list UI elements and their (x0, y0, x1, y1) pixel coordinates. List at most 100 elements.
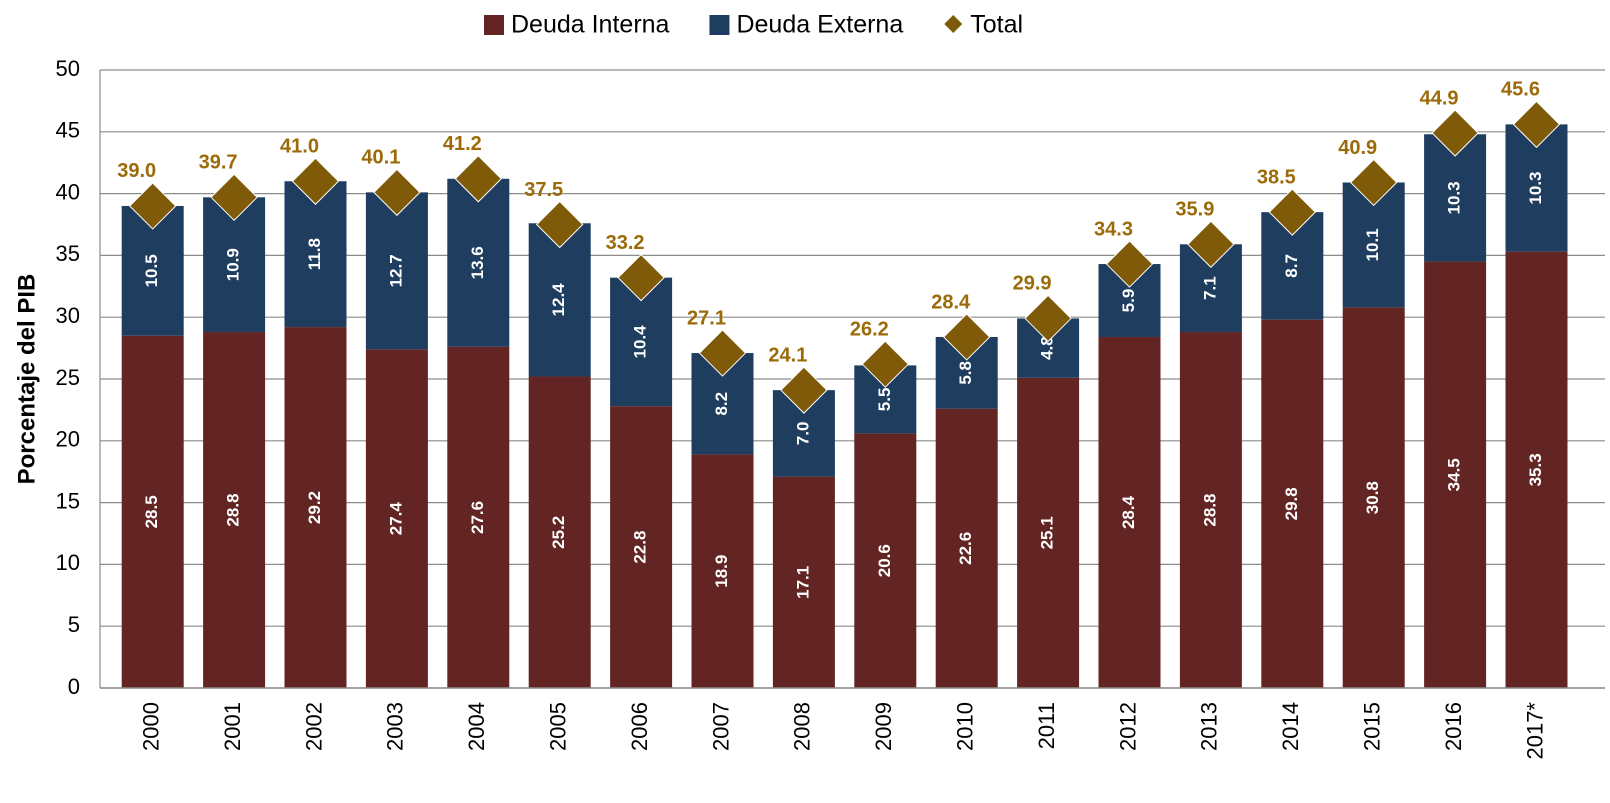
bar-segment (691, 454, 754, 688)
segment-label: 25.2 (549, 516, 568, 549)
total-label: 37.5 (524, 179, 563, 201)
segment-label: 27.6 (468, 501, 487, 534)
segment-label: 8.2 (712, 392, 731, 416)
total-label: 41.0 (280, 136, 319, 158)
total-label: 28.4 (931, 291, 971, 313)
total-label: 33.2 (606, 232, 645, 254)
segment-label: 25.1 (1038, 516, 1057, 549)
total-marker (1431, 109, 1479, 157)
bar-segment (284, 181, 347, 328)
legend-label: Deuda Externa (736, 11, 903, 39)
x-tick-label: 2010 (953, 702, 978, 751)
x-tick-label: 2008 (790, 702, 815, 751)
segment-label: 10.9 (224, 248, 243, 281)
segment-label: 11.8 (305, 238, 324, 270)
bar-segment (447, 178, 510, 347)
legend-marker (484, 15, 504, 35)
total-label: 40.9 (1338, 137, 1377, 159)
x-tick-label: 2012 (1115, 702, 1140, 751)
legend-marker (944, 15, 963, 33)
total-marker (1105, 240, 1154, 288)
x-tick-label: 2006 (627, 702, 652, 751)
segment-label: 18.9 (712, 555, 731, 588)
total-marker (1349, 158, 1398, 207)
segment-label: 7.0 (793, 422, 812, 446)
total-marker (942, 313, 991, 361)
segment-label: 10.3 (1445, 181, 1464, 214)
x-tick-label: 2017* (1522, 702, 1547, 760)
segment-label: 5.5 (875, 388, 894, 412)
segment-label: 29.2 (305, 491, 324, 524)
segment-label: 17.1 (793, 566, 812, 599)
total-label: 38.5 (1257, 166, 1296, 188)
bar-segment (528, 223, 591, 377)
x-tick-label: 2002 (301, 702, 326, 751)
segment-label: 28.8 (224, 493, 243, 526)
total-marker (210, 173, 258, 222)
y-tick-label: 35 (56, 241, 80, 266)
bar-segment (365, 349, 428, 688)
bar-segment (203, 332, 266, 688)
total-marker (1187, 220, 1235, 268)
total-marker (454, 155, 503, 203)
segment-label: 5.8 (956, 361, 975, 385)
x-tick-label: 2009 (871, 702, 896, 751)
x-tick-label: 2016 (1441, 702, 1466, 751)
total-label: 40.1 (361, 147, 400, 169)
x-tick-label: 2015 (1360, 702, 1385, 751)
segment-label: 29.8 (1282, 487, 1301, 520)
legend-label: Total (970, 11, 1023, 39)
total-label: 24.1 (768, 344, 807, 366)
segment-label: 5.9 (1119, 289, 1138, 313)
bar-segment (772, 476, 835, 688)
total-marker (861, 340, 910, 388)
total-marker (698, 329, 747, 377)
legend-marker (709, 15, 730, 35)
y-tick-label: 15 (56, 488, 80, 513)
bar-segment (1261, 319, 1324, 688)
total-label: 45.6 (1501, 79, 1540, 101)
total-label: 39.7 (199, 152, 238, 174)
y-tick-label: 50 (56, 56, 80, 81)
y-tick-label: 20 (56, 427, 80, 452)
bar-segment (121, 335, 184, 688)
total-label: 41.2 (443, 133, 482, 155)
segment-label: 10.3 (1526, 171, 1545, 204)
bar-segment (447, 346, 510, 688)
x-tick-label: 2005 (546, 702, 571, 751)
segment-label: 22.6 (956, 532, 975, 565)
total-label: 26.2 (850, 318, 889, 340)
segment-label: 20.6 (875, 544, 894, 577)
y-tick-label: 40 (56, 179, 80, 204)
y-axis-title: Porcentaje del PIB (13, 274, 40, 485)
segment-label: 28.4 (1119, 495, 1138, 529)
segment-label: 27.4 (386, 502, 405, 536)
segment-label: 13.6 (468, 246, 487, 279)
bar-segment (610, 406, 673, 688)
legend-label: Deuda Interna (511, 11, 670, 39)
bar-segment (1505, 251, 1568, 688)
bar-segment (365, 192, 428, 350)
total-marker (780, 366, 828, 414)
segment-label: 34.5 (1445, 458, 1464, 491)
total-label: 44.9 (1420, 87, 1459, 109)
total-marker (373, 168, 421, 217)
bar-segment (528, 376, 591, 688)
y-tick-label: 5 (68, 612, 80, 637)
x-tick-label: 2013 (1197, 702, 1222, 751)
total-marker (1512, 100, 1561, 149)
total-label: 35.9 (1175, 199, 1214, 221)
y-tick-label: 45 (56, 118, 80, 143)
segment-label: 10.1 (1363, 228, 1382, 261)
total-marker (535, 200, 584, 249)
total-marker (128, 182, 177, 230)
segment-label: 30.8 (1363, 481, 1382, 514)
segment-label: 12.4 (549, 283, 568, 317)
total-label: 39.0 (117, 160, 156, 182)
bar-segment (1098, 336, 1161, 688)
total-label: 27.1 (687, 307, 726, 329)
bar-segment (284, 327, 347, 688)
segment-label: 10.5 (142, 254, 161, 287)
